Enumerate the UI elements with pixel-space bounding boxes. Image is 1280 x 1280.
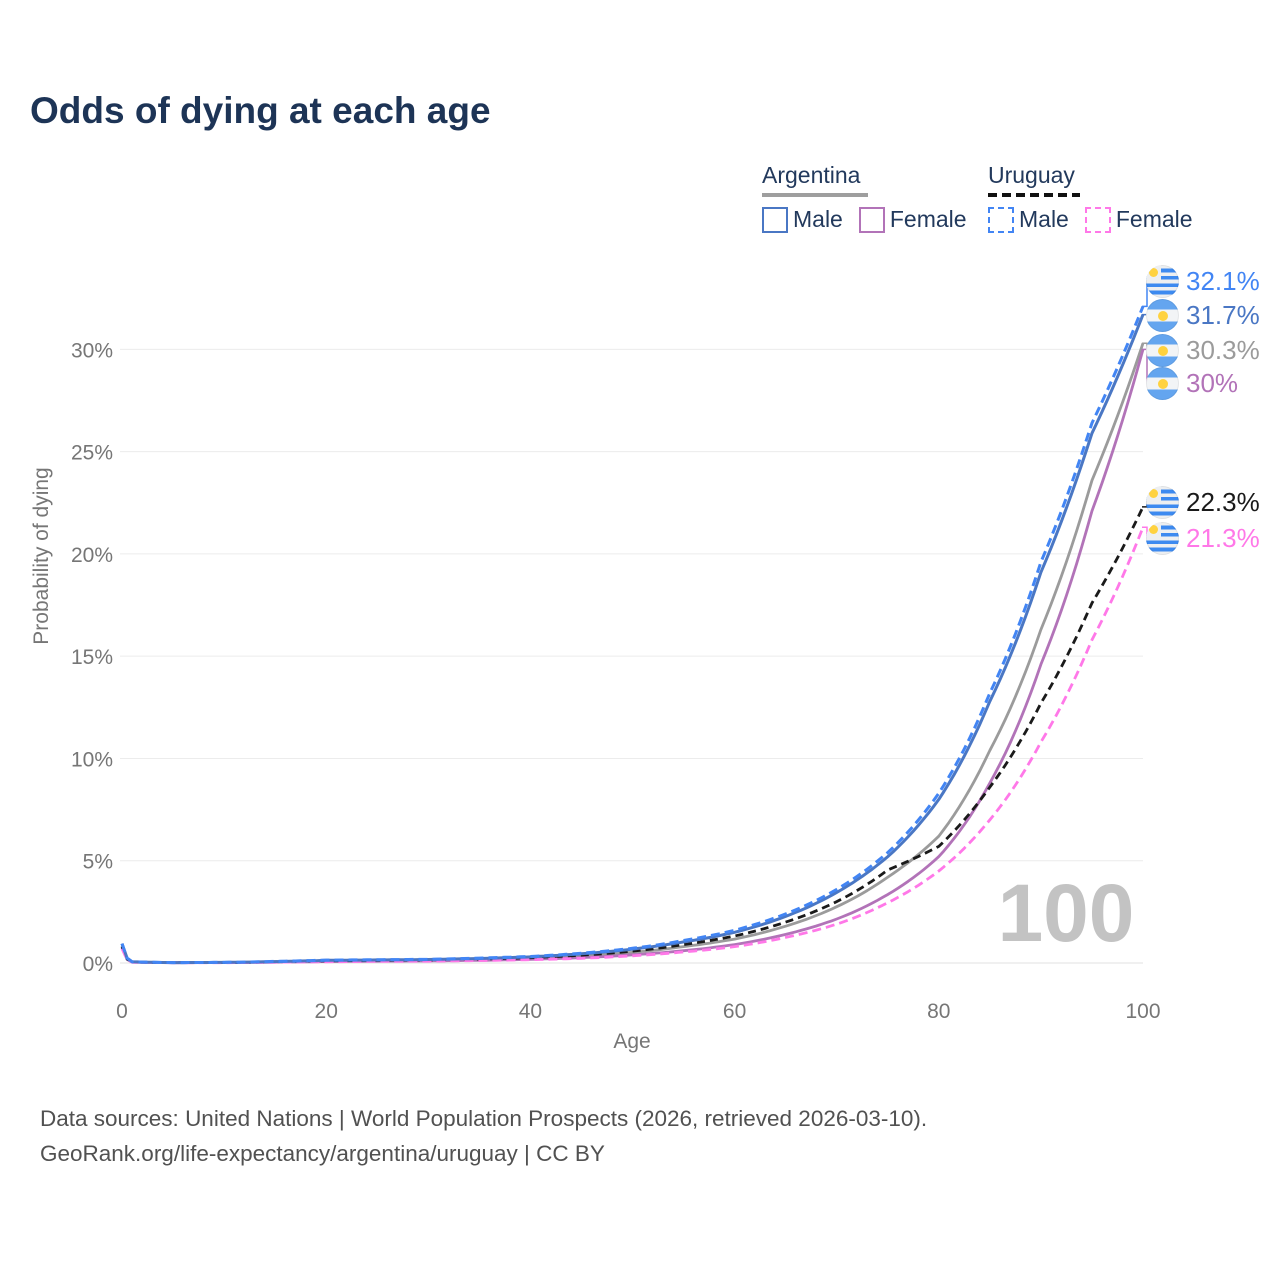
uruguay-flag-icon	[1146, 522, 1179, 555]
end-label-uruguay-male: 32.1%	[1146, 265, 1260, 298]
end-label-value: 22.3%	[1186, 487, 1260, 517]
age-watermark: 100	[998, 868, 1135, 959]
legend-argentina-female[interactable]: Female	[858, 206, 967, 233]
x-tick-label: 0	[116, 1000, 128, 1023]
series-line-uruguay-both-sexes[interactable]	[120, 506, 1145, 964]
uruguay-male-swatch-icon	[988, 206, 1014, 233]
legend-uruguay-female[interactable]: Female	[1084, 206, 1193, 233]
y-tick-label: 0%	[83, 953, 113, 976]
uruguay-flag-icon	[1146, 486, 1179, 519]
legend-argentina-male-label: Male	[793, 206, 843, 232]
legend-uruguay-label[interactable]: Uruguay	[988, 162, 1075, 188]
legend-argentina-female-label: Female	[889, 206, 967, 232]
uruguay-flag-icon	[1146, 265, 1179, 298]
series-line-uruguay-male[interactable]	[120, 305, 1145, 965]
argentina-flag-icon	[1146, 334, 1179, 367]
y-tick-label: 30%	[71, 339, 113, 362]
legend-uruguay-male-label: Male	[1019, 206, 1069, 232]
argentina-female-swatch-icon	[858, 206, 885, 233]
end-label-value: 30.3%	[1186, 335, 1260, 365]
end-label-value: 31.7%	[1186, 300, 1260, 330]
end-label-argentina-female: 30%	[1146, 367, 1238, 400]
legend-uruguay-female-label: Female	[1115, 206, 1193, 232]
argentina-flag-icon	[1146, 367, 1179, 400]
x-tick-label: 100	[1125, 1000, 1160, 1023]
legend-argentina-male[interactable]: Male	[762, 206, 843, 233]
series-line-argentina-both-sexes[interactable]	[120, 342, 1145, 964]
mortality-line-chart[interactable]: 0% 5% 10% 15% 20% 25% 30% 0 20 40 60 80 100 Age Probab…	[0, 0, 1280, 1080]
y-axis-title: Probability of dying	[30, 467, 53, 644]
page-title: Odds of dying at each age	[30, 90, 491, 131]
legend-uruguay-group: Uruguay Male Female	[988, 162, 1209, 233]
uruguay-dashed-line-swatch	[988, 193, 1080, 197]
x-tick-label: 20	[315, 1000, 338, 1023]
x-tick-label: 80	[927, 1000, 950, 1023]
x-tick-label: 40	[519, 1000, 542, 1023]
series-line-argentina-male[interactable]	[120, 314, 1145, 965]
end-label-argentina-male: 31.7%	[1146, 299, 1260, 332]
y-tick-label: 25%	[71, 442, 113, 465]
footer-data-sources: Data sources: United Nations | World Pop…	[40, 1106, 928, 1131]
y-tick-label: 15%	[71, 646, 113, 669]
series-line-uruguay-female[interactable]	[120, 526, 1145, 965]
end-label-value: 30%	[1186, 368, 1239, 398]
legend-argentina-label[interactable]: Argentina	[762, 162, 861, 188]
argentina-solid-line-swatch	[762, 193, 868, 197]
y-tick-label: 5%	[83, 851, 113, 874]
legend-uruguay-male[interactable]: Male	[988, 206, 1069, 233]
uruguay-female-swatch-icon	[1084, 206, 1111, 233]
x-axis-title: Age	[613, 1030, 650, 1053]
end-label-value: 32.1%	[1186, 266, 1260, 296]
x-tick-label: 60	[723, 1000, 746, 1023]
footer-attribution: GeoRank.org/life-expectancy/argentina/ur…	[40, 1141, 605, 1166]
legend-argentina-group: Argentina Male Female	[762, 162, 983, 233]
end-label-uruguay-both: 22.3%	[1146, 486, 1260, 519]
argentina-male-swatch-icon	[762, 206, 788, 233]
y-tick-label: 10%	[71, 748, 113, 771]
argentina-flag-icon	[1146, 299, 1179, 332]
end-label-argentina-both: 30.3%	[1146, 334, 1260, 367]
footer: Data sources: United Nations | World Pop…	[40, 1106, 927, 1176]
end-label-uruguay-female: 21.3%	[1146, 522, 1260, 555]
y-tick-label: 20%	[71, 544, 113, 567]
end-label-value: 21.3%	[1186, 523, 1260, 553]
